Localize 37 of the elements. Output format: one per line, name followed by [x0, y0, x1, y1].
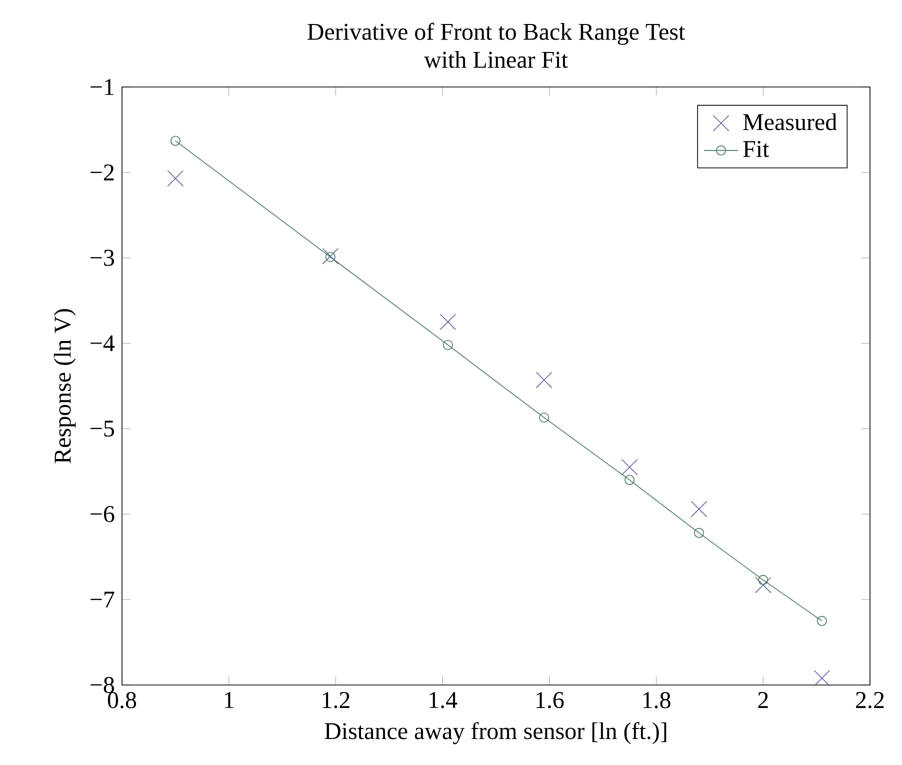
- x-axis-title: Distance away from sensor [ln (ft.)]: [324, 722, 666, 744]
- x-tick-label: 1: [224, 692, 234, 708]
- point: [758, 574, 768, 585]
- y-tick-label: −8: [90, 676, 114, 694]
- x-tick-label: 1.4: [430, 692, 458, 708]
- point: [816, 616, 827, 626]
- point: [440, 314, 456, 330]
- y-tick-label: −7: [90, 592, 114, 608]
- y-tick-label: −6: [90, 506, 114, 522]
- legend-label: Fit: [743, 140, 770, 158]
- x-tick-label: 2.2: [856, 692, 884, 708]
- x-tick-label: 0.8: [108, 692, 136, 708]
- chart-title: Derivative of Front to Back Range Test with Linear Fit: [308, 22, 686, 68]
- point: [690, 500, 708, 518]
- point: [694, 528, 704, 538]
- point: [754, 576, 772, 594]
- y-tick-label: −4: [90, 335, 115, 352]
- y-tick-label: −2: [90, 164, 114, 180]
- y-tick-label: −1: [90, 79, 114, 95]
- point: [442, 340, 453, 350]
- point: [539, 412, 550, 423]
- point: [621, 458, 638, 476]
- x-tick-label: 1.2: [322, 692, 350, 708]
- x-tick-label: 2: [758, 692, 768, 708]
- x-tick-label: 1.8: [643, 692, 670, 708]
- point: [536, 372, 552, 388]
- x-tick-label: 1.6: [536, 692, 564, 708]
- y-tick-label: −3: [90, 250, 114, 266]
- y-axis-title: Response (ln V): [54, 309, 76, 464]
- point: [814, 670, 830, 686]
- point: [167, 170, 184, 187]
- legend-label: Measured: [743, 113, 837, 130]
- y-tick-label: −5: [90, 420, 114, 437]
- point: [624, 474, 635, 485]
- point: [325, 252, 336, 262]
- point: [322, 248, 339, 264]
- point: [170, 136, 180, 146]
